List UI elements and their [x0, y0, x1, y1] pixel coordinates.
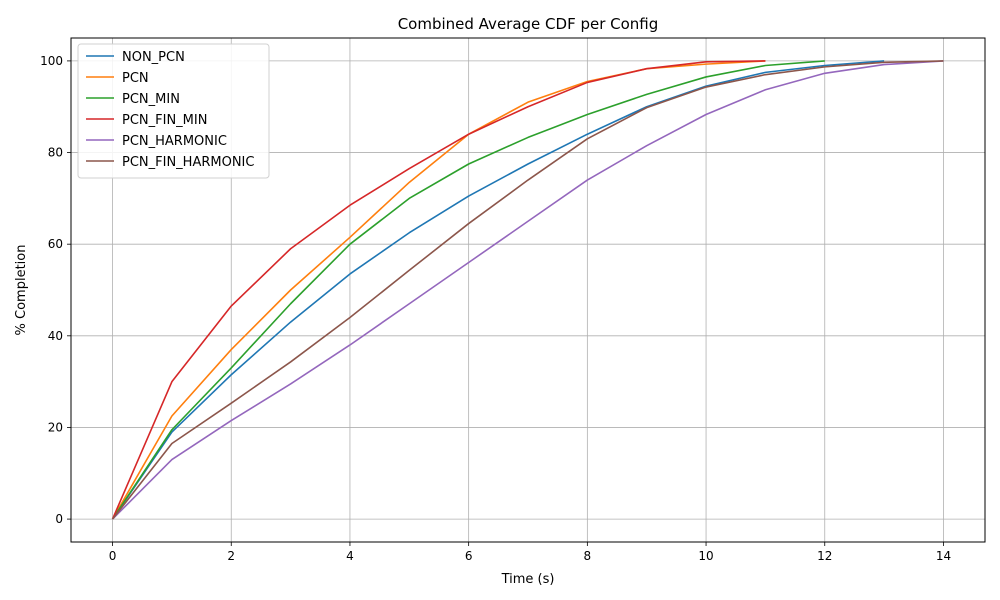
x-tick-label: 2: [227, 549, 235, 563]
axis-ticks: 0 2 4 6 8 10 12 14 0 20 40 60 80 100: [40, 54, 951, 563]
x-tick-label: 4: [346, 549, 354, 563]
series-line-pcn-min: [111, 60, 825, 520]
x-tick-label: 8: [584, 549, 592, 563]
legend-label: PCN: [122, 71, 149, 86]
y-tick-label: 100: [40, 54, 63, 68]
legend-label: PCN_FIN_MIN: [122, 113, 207, 128]
series-group: [111, 60, 944, 520]
x-tick-label: 10: [698, 549, 713, 563]
legend-label: PCN_HARMONIC: [122, 134, 227, 149]
legend-box: [77, 43, 270, 179]
legend-label: NON_PCN: [122, 50, 185, 65]
y-tick-label: 80: [48, 146, 63, 160]
series-line-pcn-fin-harmonic: [111, 60, 944, 520]
plot-frame: [70, 37, 986, 543]
series-line-pcn-harmonic: [111, 60, 944, 520]
y-tick-label: 60: [48, 237, 63, 251]
legend: NON_PCN PCN PCN_MIN PCN_FIN_MIN PCN_HARMONIC…: [77, 43, 270, 179]
y-tick-label: 0: [55, 512, 63, 526]
y-tick-label: 20: [48, 420, 63, 434]
x-tick-label: 14: [936, 549, 951, 563]
x-tick-label: 0: [109, 549, 117, 563]
series-line-pcn-fin-min: [111, 60, 766, 520]
y-axis-title: % Completion: [14, 245, 29, 336]
legend-label: PCN_FIN_HARMONIC: [122, 155, 254, 170]
grid: [71, 38, 985, 542]
legend-label: PCN_MIN: [122, 92, 180, 107]
series-line-non-pcn: [111, 60, 885, 520]
chart-title: Combined Average CDF per Config: [398, 15, 659, 33]
y-tick-label: 40: [48, 329, 63, 343]
x-axis-title: Time (s): [501, 572, 555, 587]
x-tick-label: 12: [817, 549, 832, 563]
x-tick-label: 6: [465, 549, 473, 563]
